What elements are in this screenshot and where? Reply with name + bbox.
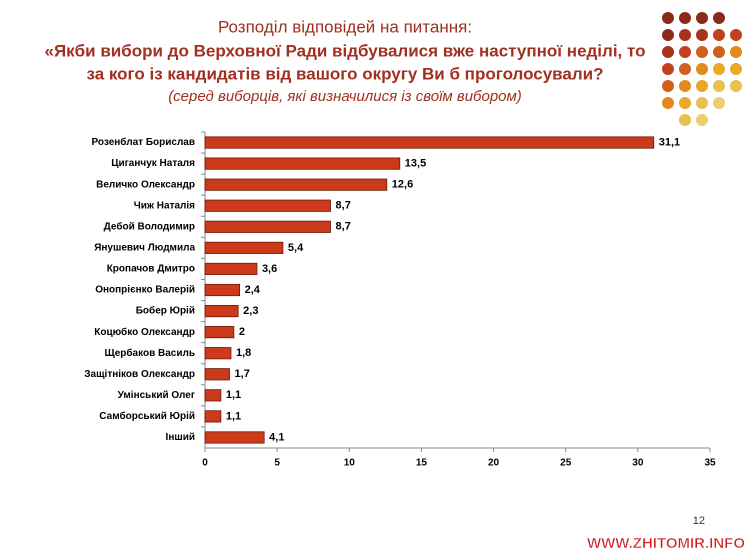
watermark: WWW.ZHITOMIR.INFO — [587, 535, 745, 552]
x-tick-label: 10 — [344, 458, 356, 469]
bar — [204, 389, 222, 402]
category-label: Чиж Наталія — [134, 200, 195, 211]
chart-subtitle: (серед виборців, які визначилися із свої… — [168, 88, 522, 105]
value-label: 1,1 — [226, 389, 241, 401]
bar — [204, 178, 388, 191]
value-label: 13,5 — [405, 158, 426, 170]
bar — [204, 326, 235, 339]
bar — [204, 220, 331, 233]
x-tick-label: 25 — [560, 458, 572, 469]
x-tick-label: 5 — [274, 458, 280, 469]
value-label: 3,6 — [262, 263, 277, 275]
value-label: 31,1 — [659, 136, 680, 148]
category-label: Величко Олександр — [96, 179, 195, 190]
x-tick-label: 30 — [632, 458, 644, 469]
x-tick-label: 20 — [488, 458, 500, 469]
value-label: 4,1 — [269, 431, 284, 443]
category-label: Онопрієнко Валерій — [95, 285, 195, 296]
category-label: Самборський Юрій — [99, 410, 195, 422]
bar — [204, 304, 239, 318]
question-line: за кого із кандидатів від вашого округу … — [86, 64, 603, 83]
bar — [204, 241, 284, 254]
x-tick-label: 15 — [416, 458, 428, 469]
bar — [204, 199, 331, 212]
value-label: 8,7 — [336, 221, 351, 233]
category-label: Умінський Олег — [118, 390, 195, 401]
page-number: 12 — [693, 515, 705, 527]
bar — [204, 431, 265, 444]
chart-title: Розподіл відповідей на питання: — [218, 17, 472, 36]
category-label: Циганчук Наталя — [111, 158, 195, 169]
value-label: 12,6 — [392, 179, 413, 191]
category-label: Янушевич Людмила — [94, 243, 195, 254]
bar — [204, 283, 241, 297]
question-line: «Якби вибори до Верховної Ради відбували… — [44, 41, 645, 60]
category-label: Защітніков Олександр — [84, 369, 195, 380]
category-label: Інший — [166, 432, 195, 443]
category-label: Кропачов Дмитро — [107, 264, 195, 275]
value-label: 1,7 — [235, 368, 250, 380]
value-label: 1,8 — [236, 347, 251, 359]
value-label: 2 — [239, 326, 245, 338]
category-label: Коцюбко Олександр — [94, 326, 195, 338]
bar — [204, 347, 232, 360]
value-label: 2,3 — [243, 305, 258, 317]
category-label: Розенблат Борислав — [91, 136, 195, 148]
bar — [204, 262, 258, 276]
x-tick-label: 0 — [202, 458, 208, 469]
bar — [204, 157, 401, 170]
value-label: 1,1 — [226, 410, 241, 422]
decor-dots — [662, 12, 742, 126]
category-label: Щербаков Василь — [105, 347, 196, 359]
bar — [204, 368, 230, 381]
category-label: Бобер Юрій — [136, 305, 195, 317]
value-label: 2,4 — [245, 284, 261, 296]
bar — [204, 410, 222, 423]
value-label: 8,7 — [336, 200, 351, 212]
x-tick-label: 35 — [704, 458, 716, 469]
category-label: Дебой Володимир — [104, 220, 195, 232]
value-label: 5,4 — [288, 242, 304, 254]
bar — [204, 136, 655, 149]
